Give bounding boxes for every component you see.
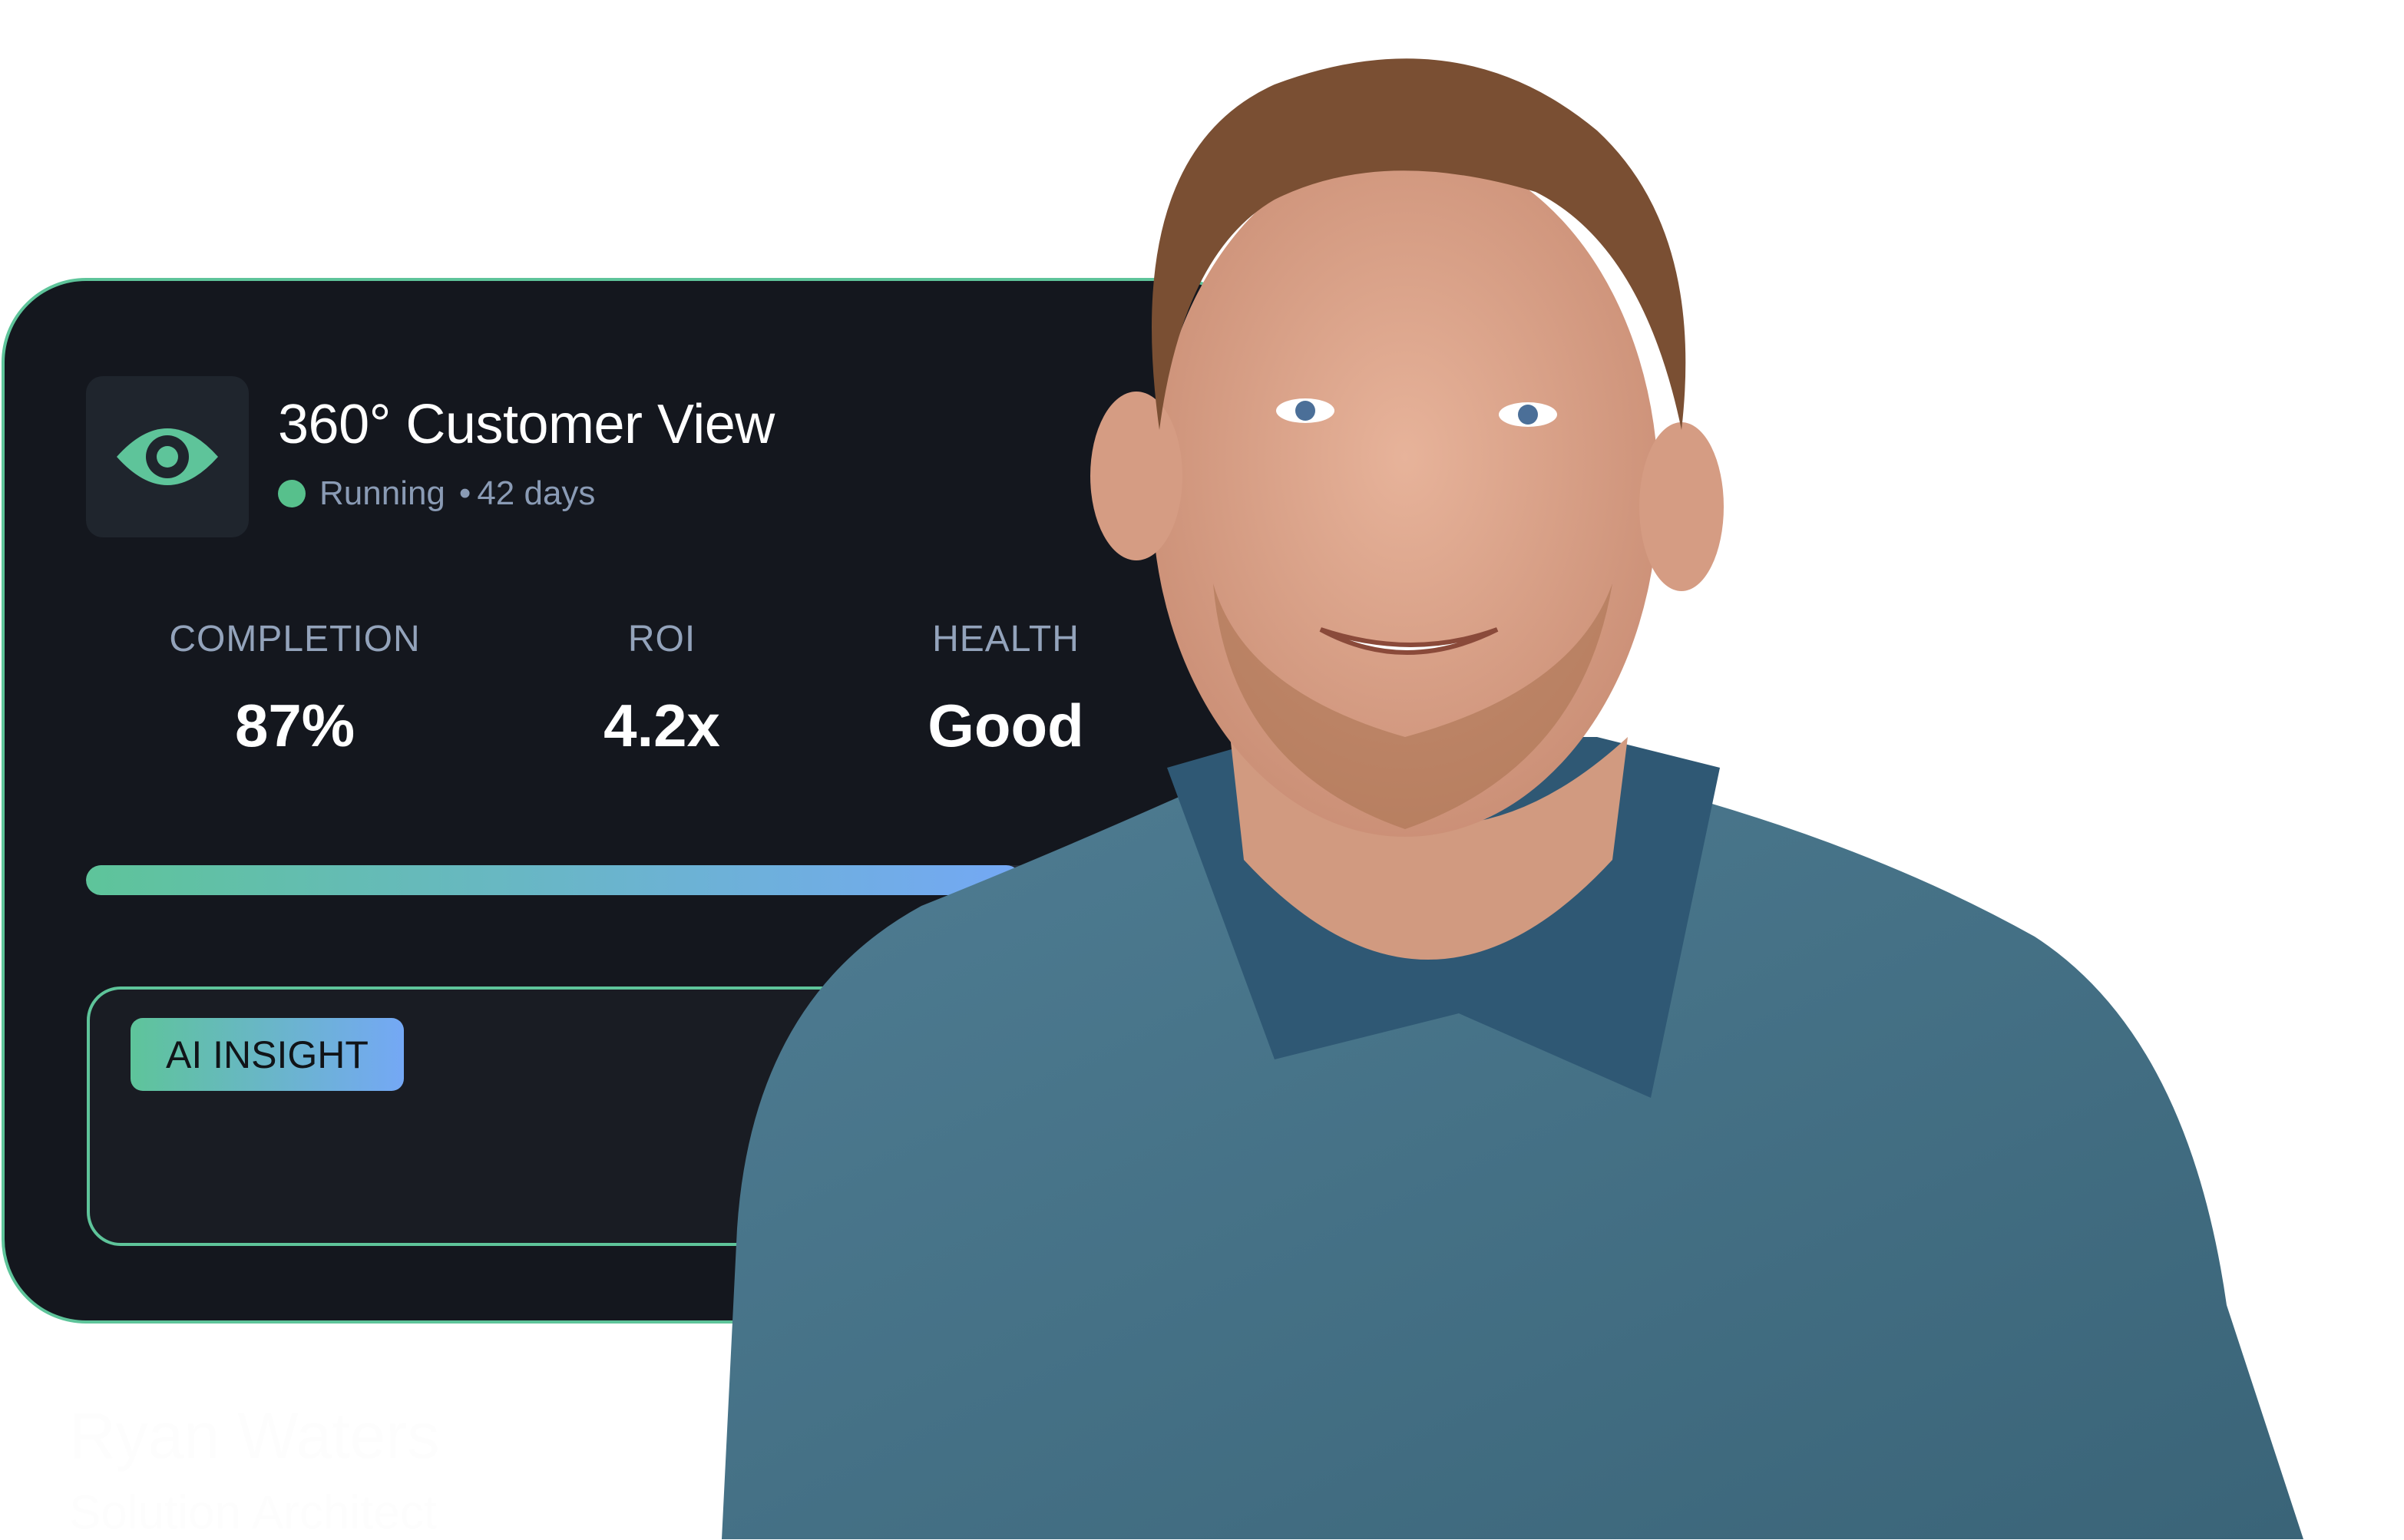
stat-value: 87% <box>234 692 355 759</box>
stat-value: Good <box>928 692 1084 759</box>
stat-value: 4.2x <box>603 692 720 759</box>
status-separator: • <box>458 474 471 512</box>
stat-label: ROI <box>627 619 696 659</box>
progress-fill <box>86 865 1021 895</box>
status-duration: 42 days <box>477 474 596 512</box>
stat-label: COMPLETION <box>169 619 421 659</box>
person-photo <box>722 58 2303 1539</box>
stat-label: HEALTH <box>932 619 1080 659</box>
project-status: Running • 42 days <box>278 474 595 513</box>
person-name: Ryan Waters <box>69 1400 440 1472</box>
status-text: Running <box>319 474 445 512</box>
project-title: 360° Customer View <box>278 394 775 455</box>
stat-completion: COMPLETION 87% <box>103 618 487 761</box>
stat-roi: ROI 4.2x <box>470 618 854 761</box>
stat-health: HEALTH Good <box>814 618 1198 761</box>
completion-progress-bar <box>86 865 1161 895</box>
person-role: Solution Architect <box>69 1486 438 1539</box>
eye-icon <box>117 428 218 485</box>
project-icon-tile <box>86 376 249 537</box>
ai-insight-badge: AI INSIGHT <box>131 1018 404 1091</box>
status-dot-icon <box>278 480 306 507</box>
